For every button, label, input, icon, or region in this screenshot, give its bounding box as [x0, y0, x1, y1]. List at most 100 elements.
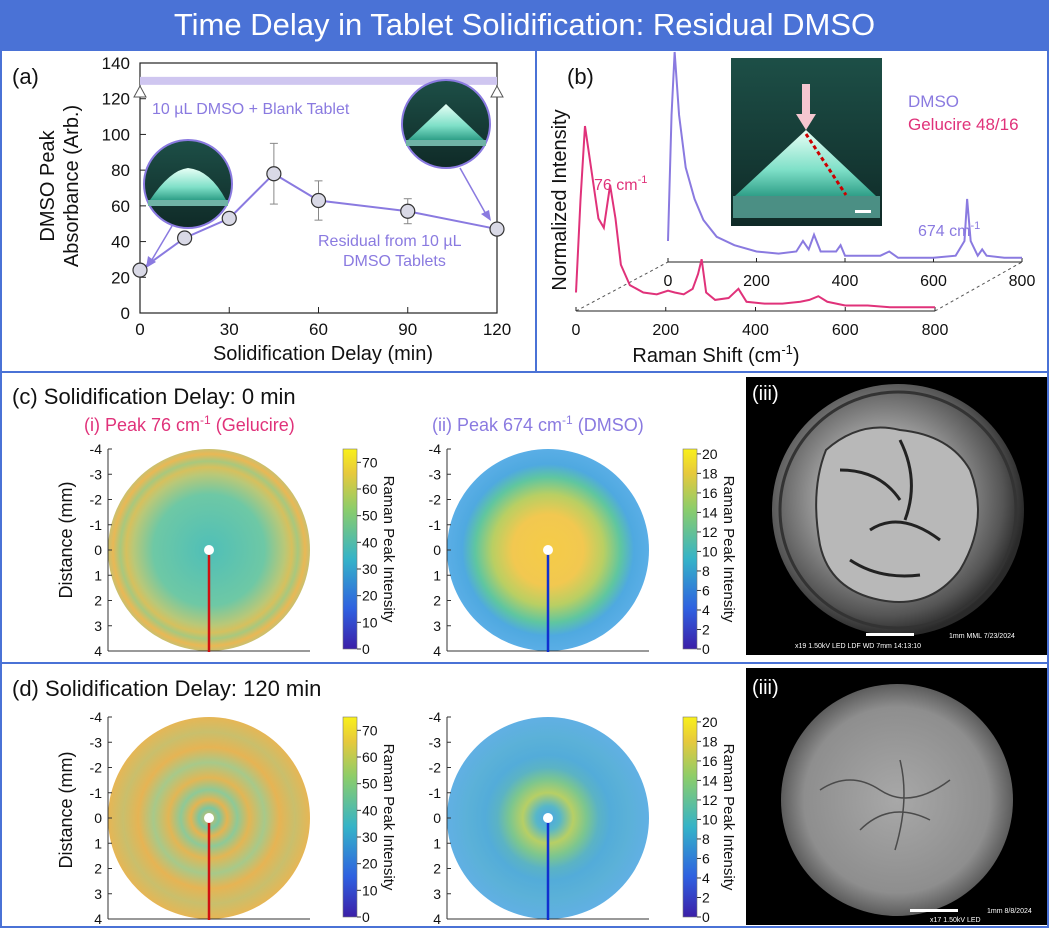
y-tick-label: 120 [102, 90, 130, 109]
map-tick-label: -4 [429, 709, 442, 725]
measurement-line [804, 133, 848, 196]
map-tick-label: -1 [90, 517, 103, 533]
colorbar-tick-label: 6 [702, 850, 710, 866]
colorbar-tick-label: 6 [702, 582, 710, 598]
y-tick-label: 80 [111, 161, 130, 180]
panel-c-sub-iii: (iii) [752, 383, 779, 405]
legend-gelucire: Gelucire 48/16 [908, 115, 1019, 134]
front-tick-label: 800 [922, 322, 949, 339]
colorbar-tick-label: 0 [362, 909, 370, 925]
panel-d: (d) Solidification Delay: 120 min Distan… [12, 668, 1047, 927]
data-point [266, 166, 282, 182]
sem-meta-120-2: x17 1.50kV LED [930, 917, 981, 924]
peak-label-gelucire: 76 cm-1 [594, 174, 647, 194]
map-tick-label: -4 [90, 441, 103, 457]
colorbar-tick-label: 10 [362, 882, 378, 898]
sem-meta-120-1: 1mm 8/8/2024 [987, 908, 1032, 915]
panel-d-ylabel: Distance (mm) [56, 751, 76, 868]
map-tick-label: -3 [429, 734, 442, 750]
panel-a: (a) DMSO Peak Absorbance (Arb.) Solidifi… [12, 54, 511, 365]
colorbar-tick-label: 40 [362, 802, 378, 818]
map-tick-label: 1 [433, 567, 441, 583]
colorbar-tick-label: 50 [362, 508, 378, 524]
colorbar-label: Raman Peak Intensity [380, 476, 397, 623]
map-tick-label: -4 [90, 709, 103, 725]
colorbar-gelucire [342, 448, 358, 650]
colorbar-tick-label: 70 [362, 722, 378, 738]
map-tick-label: 2 [94, 593, 102, 609]
colorbar-tick-label: 0 [702, 641, 710, 657]
y-tick-label: 20 [111, 268, 130, 287]
data-point [132, 262, 148, 278]
x-tick-label: 0 [135, 320, 144, 339]
colorbar-tick-label: 70 [362, 454, 378, 470]
x-tick-label: 30 [220, 320, 239, 339]
colorbar-dmso [682, 716, 698, 918]
map-tick-label: 4 [94, 911, 102, 927]
map-tick-label: 3 [94, 618, 102, 634]
panel-borders [0, 49, 1049, 928]
map-tick-label: 0 [433, 810, 441, 826]
map-tick-label: -3 [90, 466, 103, 482]
y-tick-label: 40 [111, 233, 130, 252]
colorbar-tick-label: 30 [362, 561, 378, 577]
series-label-1: Residual from 10 µL [318, 233, 462, 250]
photo-left-arrow [149, 225, 173, 264]
colorbar-tick-label: 2 [702, 621, 710, 637]
colorbar-tick-label: 12 [702, 792, 718, 808]
reference-marker-right [490, 84, 504, 98]
y-tick-label: 100 [102, 125, 130, 144]
map-tick-label: -2 [90, 760, 103, 776]
map-tick-label: 0 [94, 542, 102, 558]
x-tick-label: 60 [309, 320, 328, 339]
colorbar-tick-label: 4 [702, 870, 710, 886]
back-tick-label: 400 [832, 273, 859, 290]
sem-meta-0-2: x19 1.50kV LED LDF WD 7mm 14:13:10 [795, 643, 921, 650]
colorbar-tick-label: 16 [702, 485, 718, 501]
panel-b: (b) Normalized Intensity Raman Shift (cm… [549, 51, 1035, 367]
front-tick-label: 0 [572, 322, 581, 339]
map-tick-label: 0 [433, 542, 441, 558]
colorbar-tick-label: 20 [702, 446, 718, 462]
panel-d-sub-iii: (iii) [752, 677, 779, 699]
map-tick-label: 1 [94, 835, 102, 851]
panel-d-axes: -4 -3 -2 -1 0 1 2 3 4 -4 -3 -2 -1 0 1 2 3 4 [90, 709, 649, 927]
data-point [221, 210, 237, 226]
front-tick-label: 600 [832, 322, 859, 339]
colorbar-tick-label: 60 [362, 749, 378, 765]
depth-line-right [934, 261, 1023, 312]
panel-c: (c) Solidification Delay: 0 min (i) Peak… [12, 377, 1047, 659]
panel-b-ylabel: Normalized Intensity [549, 109, 571, 290]
sem-scale-bar-120 [910, 909, 958, 912]
photo-right-arrow [459, 167, 488, 217]
reference-label: 10 µL DMSO + Blank Tablet [152, 101, 350, 118]
map-tick-label: -4 [429, 441, 442, 457]
reference-marker-left [133, 84, 147, 98]
panel-a-ylabel-2: Absorbance (Arb.) [61, 105, 83, 267]
panel-a-ylabel-1: DMSO Peak [37, 129, 59, 241]
front-tick-label: 200 [652, 322, 679, 339]
map-tick-label: 0 [94, 810, 102, 826]
colorbar-label: Raman Peak Intensity [380, 744, 397, 891]
colorbar-tick-label: 0 [362, 641, 370, 657]
colorbar-tick-label: 8 [702, 563, 710, 579]
map-tick-label: 1 [94, 567, 102, 583]
depth-line-left [575, 261, 669, 312]
panel-d-label: (d) Solidification Delay: 120 min [12, 676, 321, 701]
x-tick-label: 120 [483, 320, 511, 339]
map-tick-label: -1 [429, 785, 442, 801]
data-point [489, 221, 505, 237]
colorbar-tick-label: 60 [362, 481, 378, 497]
map-tick-label: 2 [433, 593, 441, 609]
panel-b-xlabel: Raman Shift (cm-1) [632, 342, 799, 367]
colorbar-tick-label: 20 [362, 856, 378, 872]
panel-a-xlabel: Solidification Delay (min) [213, 343, 433, 365]
colorbar-label: Raman Peak Intensity [720, 744, 737, 891]
peak-label-dmso: 674 cm-1 [918, 220, 980, 240]
colorbar-label: Raman Peak Intensity [720, 476, 737, 623]
colorbar-tick-label: 16 [702, 753, 718, 769]
map-tick-label: 4 [94, 643, 102, 659]
map-tick-label: 3 [433, 886, 441, 902]
